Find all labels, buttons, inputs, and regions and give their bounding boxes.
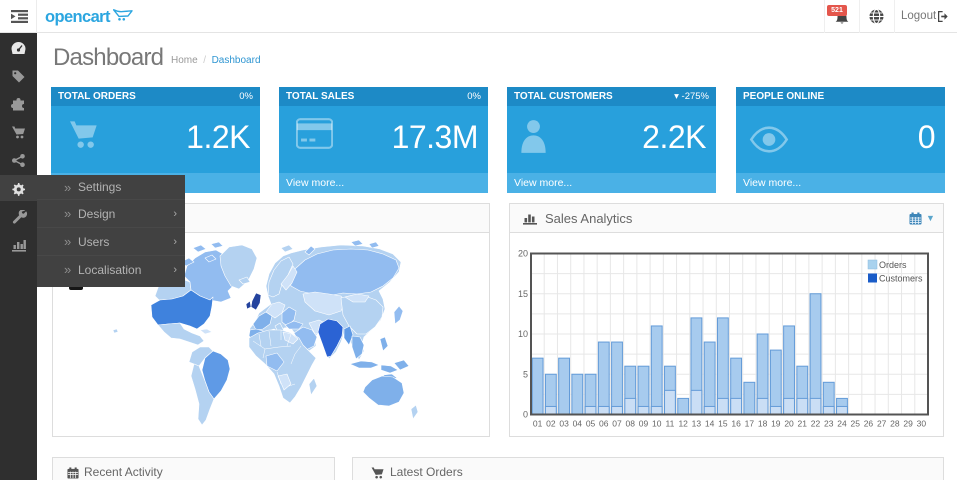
svg-text:Orders: Orders xyxy=(879,260,907,270)
svg-text:20: 20 xyxy=(784,419,794,429)
svg-text:22: 22 xyxy=(811,419,821,429)
svg-text:28: 28 xyxy=(890,419,900,429)
svg-text:24: 24 xyxy=(837,419,847,429)
svg-text:11: 11 xyxy=(666,419,675,429)
svg-text:02: 02 xyxy=(546,419,556,429)
svg-text:04: 04 xyxy=(573,419,583,429)
svg-text:08: 08 xyxy=(626,419,636,429)
svg-text:21: 21 xyxy=(798,419,808,429)
svg-text:5: 5 xyxy=(523,369,528,379)
svg-text:17: 17 xyxy=(745,419,755,429)
svg-text:10: 10 xyxy=(518,329,528,339)
svg-text:0: 0 xyxy=(523,410,528,420)
svg-text:05: 05 xyxy=(586,419,596,429)
svg-text:18: 18 xyxy=(758,419,768,429)
svg-text:27: 27 xyxy=(877,419,887,429)
svg-text:03: 03 xyxy=(559,419,569,429)
svg-text:20: 20 xyxy=(518,249,528,259)
svg-text:12: 12 xyxy=(678,419,688,429)
svg-text:09: 09 xyxy=(639,419,649,429)
svg-text:13: 13 xyxy=(692,419,702,429)
svg-text:10: 10 xyxy=(652,419,662,429)
svg-text:16: 16 xyxy=(731,419,741,429)
svg-text:15: 15 xyxy=(518,289,528,299)
svg-text:01: 01 xyxy=(533,419,543,429)
svg-text:26: 26 xyxy=(864,419,874,429)
svg-text:25: 25 xyxy=(850,419,860,429)
svg-text:15: 15 xyxy=(718,419,728,429)
svg-text:Customers: Customers xyxy=(879,274,923,284)
svg-text:06: 06 xyxy=(599,419,609,429)
svg-text:07: 07 xyxy=(612,419,622,429)
svg-text:30: 30 xyxy=(917,419,927,429)
svg-text:23: 23 xyxy=(824,419,834,429)
svg-text:19: 19 xyxy=(771,419,781,429)
svg-text:29: 29 xyxy=(903,419,913,429)
svg-text:14: 14 xyxy=(705,419,715,429)
